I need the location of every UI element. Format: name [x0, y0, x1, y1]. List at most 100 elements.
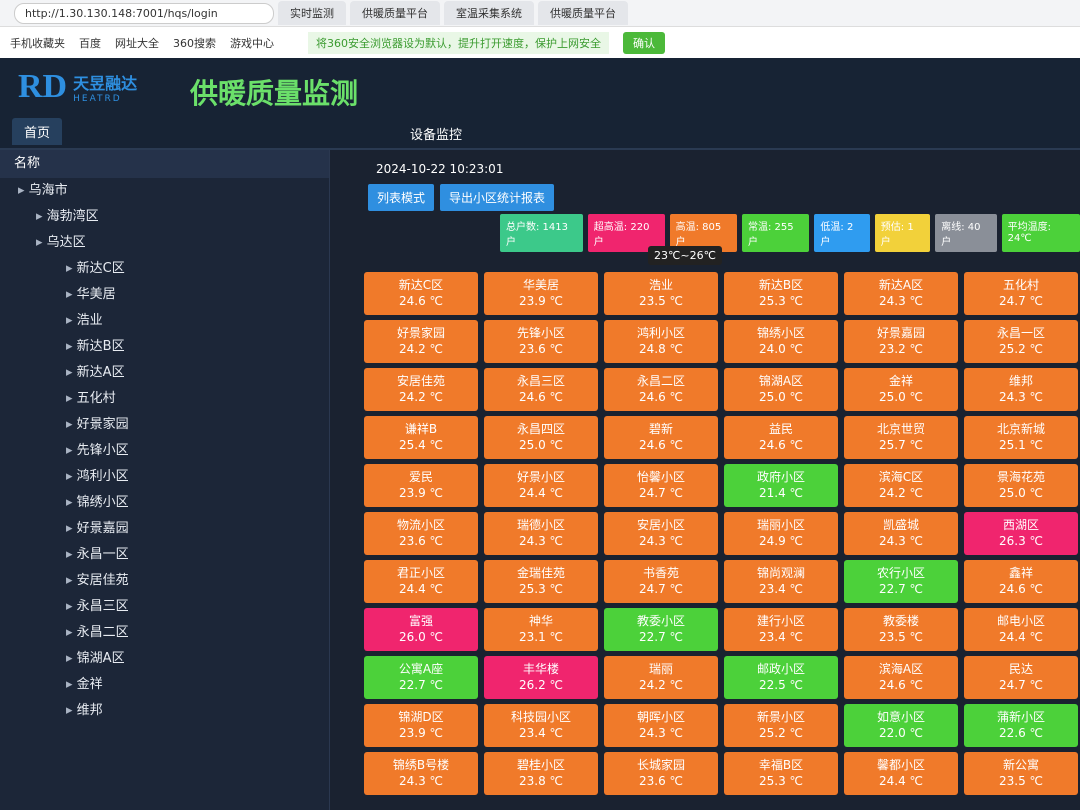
- tile[interactable]: 锦绣B号楼 24.3 ℃: [364, 752, 478, 795]
- tile[interactable]: 谦祥B 25.4 ℃: [364, 416, 478, 459]
- badge[interactable]: 低温: 2 户: [814, 214, 870, 252]
- tree-community[interactable]: 华美居: [0, 282, 329, 308]
- tile[interactable]: 公寓A座 22.7 ℃: [364, 656, 478, 699]
- tile[interactable]: 君正小区 24.4 ℃: [364, 560, 478, 603]
- tile[interactable]: 好景嘉园 23.2 ℃: [844, 320, 958, 363]
- badge[interactable]: 高温: 805 户: [669, 214, 737, 252]
- tile[interactable]: 馨都小区 24.4 ℃: [844, 752, 958, 795]
- badge[interactable]: 超高温: 220 户: [587, 214, 665, 252]
- tile[interactable]: 邮政小区 22.5 ℃: [724, 656, 838, 699]
- tile[interactable]: 鸿利小区 24.8 ℃: [604, 320, 718, 363]
- tile[interactable]: 好景小区 24.4 ℃: [484, 464, 598, 507]
- tab[interactable]: 供暖质量平台: [538, 1, 628, 25]
- tree-community[interactable]: 永昌一区: [0, 542, 329, 568]
- bookmark[interactable]: 360搜索: [173, 36, 216, 50]
- tree-community[interactable]: 新达A区: [0, 360, 329, 386]
- tile[interactable]: 物流小区 23.6 ℃: [364, 512, 478, 555]
- tile[interactable]: 维邦 24.3 ℃: [964, 368, 1078, 411]
- tree-community[interactable]: 锦绣小区: [0, 490, 329, 516]
- tile[interactable]: 政府小区 21.4 ℃: [724, 464, 838, 507]
- tile[interactable]: 永昌二区 24.6 ℃: [604, 368, 718, 411]
- tile[interactable]: 碧桂小区 23.8 ℃: [484, 752, 598, 795]
- bookmark[interactable]: 手机收藏夹: [10, 36, 65, 50]
- menu[interactable]: 设备监控: [410, 128, 463, 143]
- tile[interactable]: 神华 23.1 ℃: [484, 608, 598, 651]
- tile[interactable]: 永昌三区 24.6 ℃: [484, 368, 598, 411]
- notice-button[interactable]: 确认: [623, 31, 665, 54]
- tree-community[interactable]: 金祥: [0, 672, 329, 698]
- badge[interactable]: 常温: 255 户: [742, 214, 810, 252]
- tile[interactable]: 科技园小区 23.4 ℃: [484, 704, 598, 747]
- button[interactable]: 导出小区统计报表: [440, 184, 555, 211]
- tile[interactable]: 农行小区 22.7 ℃: [844, 560, 958, 603]
- tree-community[interactable]: 新达B区: [0, 334, 329, 360]
- tile[interactable]: 教委楼 23.5 ℃: [844, 608, 958, 651]
- tile[interactable]: 幸福B区 25.3 ℃: [724, 752, 838, 795]
- tile[interactable]: 民达 24.7 ℃: [964, 656, 1078, 699]
- tile[interactable]: 瑞丽小区 24.9 ℃: [724, 512, 838, 555]
- tab[interactable]: 实时监测: [278, 1, 346, 25]
- tile[interactable]: 五化村 24.7 ℃: [964, 272, 1078, 315]
- tile[interactable]: 鑫祥 24.6 ℃: [964, 560, 1078, 603]
- tile[interactable]: 教委小区 22.7 ℃: [604, 608, 718, 651]
- tree-community[interactable]: 鸿利小区: [0, 464, 329, 490]
- tile[interactable]: 富强 26.0 ℃: [364, 608, 478, 651]
- tree-community[interactable]: 维邦: [0, 698, 329, 724]
- tree-community[interactable]: 好景家园: [0, 412, 329, 438]
- bookmark[interactable]: 百度: [79, 36, 101, 50]
- tile[interactable]: 蒲新小区 22.6 ℃: [964, 704, 1078, 747]
- tab[interactable]: 室温采集系统: [444, 1, 534, 25]
- tile[interactable]: 新达A区 24.3 ℃: [844, 272, 958, 315]
- tile[interactable]: 长城家园 23.6 ℃: [604, 752, 718, 795]
- tree-community[interactable]: 永昌二区: [0, 620, 329, 646]
- tile[interactable]: 如意小区 22.0 ℃: [844, 704, 958, 747]
- tile[interactable]: 锦湖D区 23.9 ℃: [364, 704, 478, 747]
- tile[interactable]: 北京新城 25.1 ℃: [964, 416, 1078, 459]
- tile[interactable]: 爱民 23.9 ℃: [364, 464, 478, 507]
- tile[interactable]: 景海花苑 25.0 ℃: [964, 464, 1078, 507]
- tile[interactable]: 碧新 24.6 ℃: [604, 416, 718, 459]
- tile[interactable]: 安居小区 24.3 ℃: [604, 512, 718, 555]
- tile[interactable]: 益民 24.6 ℃: [724, 416, 838, 459]
- tile[interactable]: 瑞丽 24.2 ℃: [604, 656, 718, 699]
- badge[interactable]: 平均温度: 24℃: [1001, 214, 1080, 252]
- tree-community[interactable]: 新达C区: [0, 256, 329, 282]
- badge[interactable]: 离线: 40 户: [935, 214, 997, 252]
- tree-community[interactable]: 好景嘉园: [0, 516, 329, 542]
- tree-district[interactable]: 海勃湾区: [0, 204, 329, 230]
- tile[interactable]: 新公寓 23.5 ℃: [964, 752, 1078, 795]
- tile[interactable]: 锦湖A区 25.0 ℃: [724, 368, 838, 411]
- tree-community[interactable]: 永昌三区: [0, 594, 329, 620]
- button[interactable]: 列表模式: [368, 184, 435, 211]
- tab[interactable]: 供暖质量平台: [350, 1, 440, 25]
- tile[interactable]: 新达B区 25.3 ℃: [724, 272, 838, 315]
- tree-community[interactable]: 五化村: [0, 386, 329, 412]
- tree-community[interactable]: 安居佳苑: [0, 568, 329, 594]
- bookmark[interactable]: 游戏中心: [230, 36, 274, 50]
- tile[interactable]: 先锋小区 23.6 ℃: [484, 320, 598, 363]
- tile[interactable]: 永昌四区 25.0 ℃: [484, 416, 598, 459]
- tile[interactable]: 丰华楼 26.2 ℃: [484, 656, 598, 699]
- badge[interactable]: 预估: 1 户: [874, 214, 931, 252]
- tile[interactable]: 金祥 25.0 ℃: [844, 368, 958, 411]
- tree-root[interactable]: 乌海市: [0, 178, 329, 204]
- tree-community[interactable]: 先锋小区: [0, 438, 329, 464]
- tile[interactable]: 西湖区 26.3 ℃: [964, 512, 1078, 555]
- tile[interactable]: 建行小区 23.4 ℃: [724, 608, 838, 651]
- tile[interactable]: 浩业 23.5 ℃: [604, 272, 718, 315]
- tile[interactable]: 新达C区 24.6 ℃: [364, 272, 478, 315]
- tile[interactable]: 瑞德小区 24.3 ℃: [484, 512, 598, 555]
- tree-community[interactable]: 锦湖A区: [0, 646, 329, 672]
- tree-district[interactable]: 乌达区: [0, 230, 329, 256]
- tile[interactable]: 永昌一区 25.2 ℃: [964, 320, 1078, 363]
- tile[interactable]: 朝晖小区 24.3 ℃: [604, 704, 718, 747]
- tile[interactable]: 邮电小区 24.4 ℃: [964, 608, 1078, 651]
- tile[interactable]: 怡馨小区 24.7 ℃: [604, 464, 718, 507]
- home-tab[interactable]: 首页: [12, 118, 63, 145]
- tile[interactable]: 锦尚观澜 23.4 ℃: [724, 560, 838, 603]
- tile[interactable]: 金瑞佳苑 25.3 ℃: [484, 560, 598, 603]
- tile[interactable]: 北京世贸 25.7 ℃: [844, 416, 958, 459]
- bookmark[interactable]: 网址大全: [115, 36, 159, 50]
- tile[interactable]: 凯盛城 24.3 ℃: [844, 512, 958, 555]
- tile[interactable]: 滨海C区 24.2 ℃: [844, 464, 958, 507]
